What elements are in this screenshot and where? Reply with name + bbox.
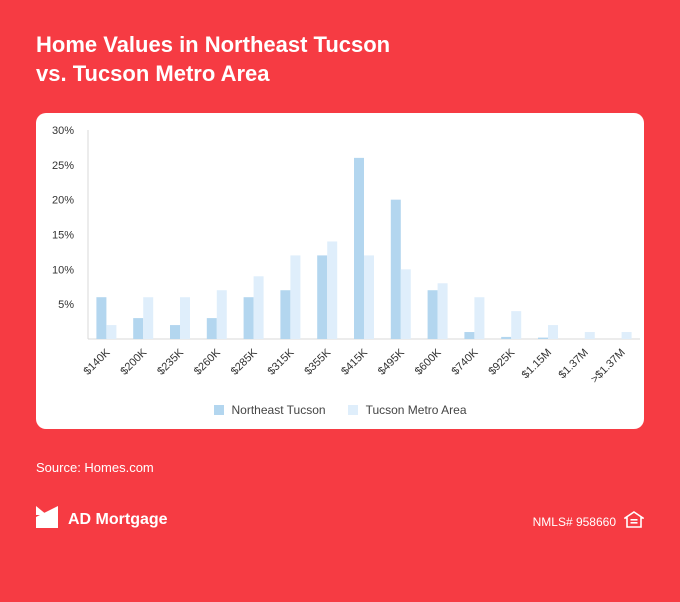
bar-tucson-metro	[180, 297, 190, 339]
bar-northeast-tucson	[538, 337, 548, 339]
legend-item-tucson-metro: Tucson Metro Area	[347, 403, 467, 417]
chart-legend: Northeast Tucson Tucson Metro Area	[36, 403, 644, 417]
x-tick-label: $1.15M	[520, 347, 554, 381]
bar-tucson-metro	[548, 325, 558, 339]
bar-northeast-tucson	[427, 290, 438, 339]
legend-label-tucson-metro: Tucson Metro Area	[365, 403, 467, 417]
x-tick-label: $1.37M	[556, 347, 590, 381]
x-tick-label: >$1.37M	[589, 347, 628, 386]
bar-northeast-tucson	[243, 297, 254, 339]
brand-name: AD Mortgage	[68, 510, 168, 528]
x-tick-label: $495K	[376, 346, 407, 377]
legend-swatch-northeast-tucson	[213, 405, 224, 415]
bar-tucson-metro	[400, 269, 411, 339]
bar-northeast-tucson	[354, 157, 364, 339]
y-tick-label: 25%	[52, 160, 74, 172]
y-tick-label: 20%	[52, 195, 74, 207]
bar-tucson-metro	[216, 290, 227, 339]
x-tick-label: $200K	[118, 346, 149, 377]
x-tick-label: $140K	[82, 346, 113, 377]
chart-card: 5% 10% 15% 20% 25% 30% $140K $200K $235K $260K $28…	[36, 113, 644, 429]
bar-northeast-tucson	[96, 297, 107, 339]
x-tick-label: $925K	[486, 346, 517, 377]
nmls-block: NMLS# 958660	[532, 511, 646, 532]
legend-swatch-tucson-metro	[347, 405, 358, 415]
bar-tucson-metro	[290, 255, 301, 339]
x-tick-label: $355K	[302, 346, 333, 377]
legend-item-northeast-tucson: Northeast Tucson	[213, 403, 326, 417]
bar-tucson-metro	[584, 332, 595, 339]
bar-northeast-tucson	[390, 199, 401, 339]
bar-northeast-tucson	[206, 318, 217, 339]
bar-tucson-metro	[327, 241, 338, 339]
x-tick-label: $235K	[155, 346, 186, 377]
y-tick-label: 5%	[58, 299, 74, 311]
x-tick-label: $415K	[339, 346, 370, 377]
bar-northeast-tucson	[280, 290, 291, 339]
bar-chart: 5% 10% 15% 20% 25% 30% $140K $200K $235K $260K $28…	[52, 125, 640, 386]
x-tick-label: $740K	[450, 346, 481, 377]
legend-label-northeast-tucson: Northeast Tucson	[231, 403, 326, 417]
bar-tucson-metro	[364, 255, 374, 339]
y-tick-label: 30%	[52, 125, 74, 137]
bar-tucson-metro	[511, 311, 522, 339]
chart-title-line1: Home Values in Northeast Tucson	[36, 32, 391, 57]
brand: AD Mortgage	[36, 506, 168, 533]
chart-title-line2: vs. Tucson Metro Area	[36, 61, 270, 86]
chart-title: Home Values in Northeast Tucson vs. Tucs…	[36, 30, 390, 88]
bar-tucson-metro	[437, 283, 448, 339]
y-tick-label: 15%	[52, 230, 74, 242]
equal-housing-icon	[622, 511, 646, 532]
bar-tucson-metro	[106, 325, 117, 339]
bar-northeast-tucson	[133, 318, 144, 339]
x-tick-label: $285K	[229, 346, 260, 377]
bar-tucson-metro	[621, 332, 632, 339]
bar-tucson-metro	[474, 297, 485, 339]
x-tick-label: $600K	[413, 346, 444, 377]
bar-northeast-tucson	[317, 255, 328, 339]
x-tick-label: $260K	[192, 346, 223, 377]
bar-northeast-tucson	[170, 325, 180, 339]
bar-northeast-tucson	[464, 332, 475, 339]
x-tick-label: $315K	[266, 346, 297, 377]
nmls-number: NMLS# 958660	[532, 514, 616, 529]
bar-tucson-metro	[253, 276, 264, 339]
bar-northeast-tucson	[501, 336, 512, 339]
ad-mortgage-logo-icon	[36, 506, 58, 533]
bar-tucson-metro	[143, 297, 154, 339]
y-tick-label: 10%	[52, 264, 74, 276]
source-note: Source: Homes.com	[36, 460, 154, 475]
